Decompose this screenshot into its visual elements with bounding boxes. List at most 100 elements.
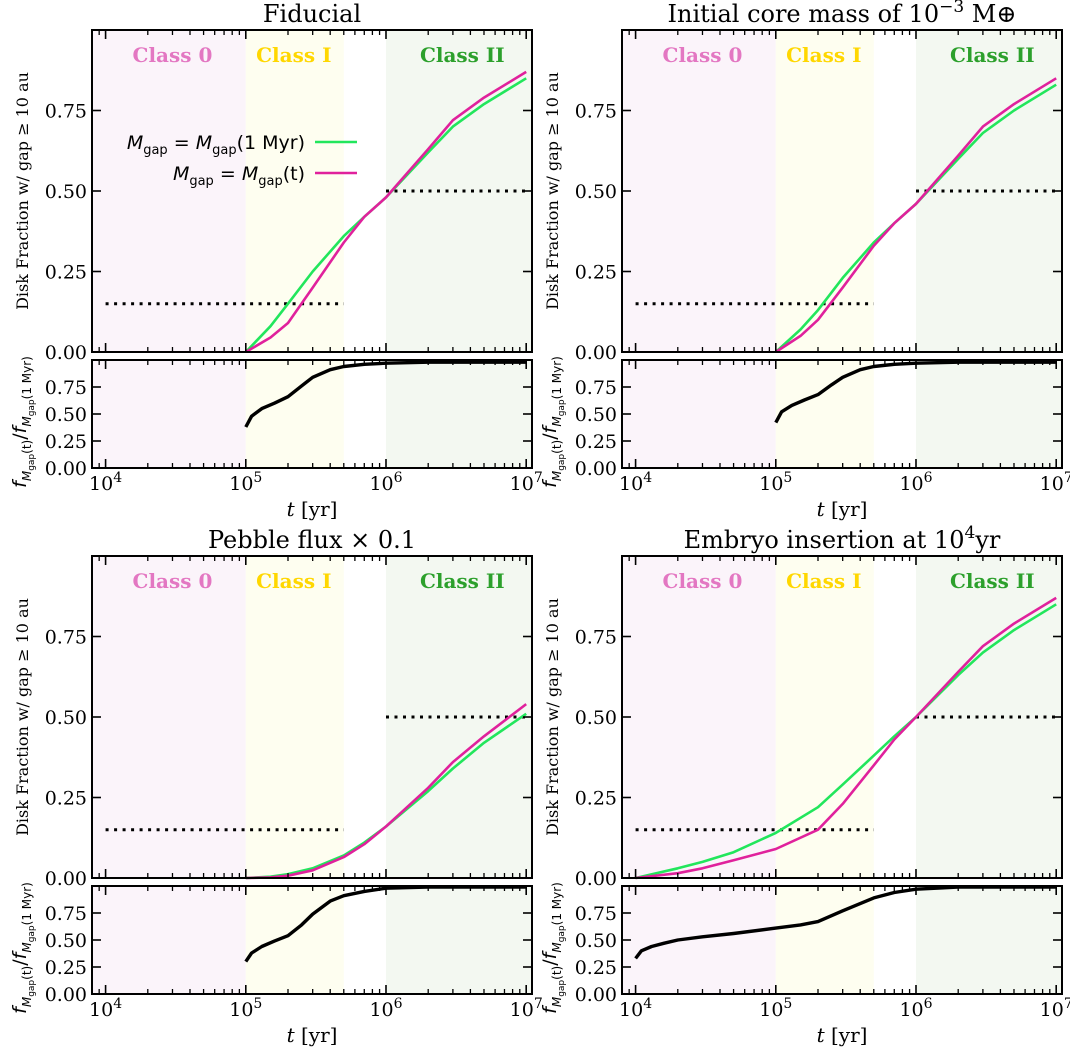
x-tick-label: 107 bbox=[510, 470, 543, 495]
chart-panel-1: Class 0 Class I Class II 104 105 106 107 t [yr]… bbox=[9, 0, 543, 521]
chart-panel-3: Class 0 Class I Class II 104 105 106 107 t [yr]… bbox=[9, 526, 543, 1047]
class-label-1: Class I bbox=[786, 569, 861, 593]
y-tick-label: 0.25 bbox=[45, 262, 87, 284]
x-tick-label: 106 bbox=[899, 996, 932, 1021]
x-tick-label: 105 bbox=[229, 470, 262, 495]
y-tick-label: 0.50 bbox=[45, 404, 87, 426]
y-tick-label: 0.25 bbox=[575, 788, 617, 810]
y-tick-label: 0.50 bbox=[45, 181, 87, 203]
y-tick-label: 0.50 bbox=[575, 181, 617, 203]
class-band-0-bottom bbox=[622, 360, 776, 468]
x-axis-label: t [yr] bbox=[287, 1023, 338, 1047]
x-tick-label: 105 bbox=[229, 996, 262, 1021]
y-tick-label: 0.25 bbox=[45, 431, 87, 453]
class-band-1-top bbox=[245, 556, 344, 878]
legend-entry-mgap-1myr: Mgap = Mgap(1 Myr) bbox=[127, 132, 305, 158]
class-label-2: Class II bbox=[420, 569, 505, 593]
class-label-0: Class 0 bbox=[133, 43, 213, 67]
class-band-0-top bbox=[622, 556, 776, 878]
series-line-mgap-t bbox=[245, 70, 527, 354]
y-tick-label: 0.25 bbox=[575, 957, 617, 979]
class-band-0-top bbox=[92, 30, 246, 352]
legend-entry-mgap-t: Mgap = Mgap(t) bbox=[173, 163, 305, 189]
bottom-y-axis-label: fMgap(t)/fMgap(1 Myr) bbox=[539, 882, 567, 1014]
class-band-0-bottom bbox=[622, 886, 776, 994]
x-axis-label: t [yr] bbox=[817, 1023, 868, 1047]
y-tick-label: 0.00 bbox=[575, 984, 617, 1006]
chart-title: Embryo insertion at 104yr bbox=[684, 523, 1001, 554]
series-line-mgap-t bbox=[775, 77, 1057, 354]
y-tick-label: 0.00 bbox=[45, 868, 87, 890]
y-tick-label: 0.50 bbox=[45, 930, 87, 952]
x-tick-label: 105 bbox=[759, 996, 792, 1021]
x-axis-label: t [yr] bbox=[287, 497, 338, 521]
y-tick-label: 0.00 bbox=[575, 458, 617, 480]
class-band-1-bottom bbox=[775, 360, 874, 468]
y-tick-label: 0.00 bbox=[575, 868, 617, 890]
class-band-2-top bbox=[915, 556, 1062, 878]
y-tick-label: 0.25 bbox=[575, 431, 617, 453]
x-tick-label: 106 bbox=[369, 996, 402, 1021]
legend: Mgap = Mgap(1 Myr) Mgap = Mgap(t) bbox=[127, 132, 357, 189]
class-band-1-top bbox=[245, 30, 344, 352]
class-label-0: Class 0 bbox=[133, 569, 213, 593]
bottom-y-axis-label: fMgap(t)/fMgap(1 Myr) bbox=[539, 356, 567, 488]
class-band-1-top bbox=[775, 30, 874, 352]
class-band-0-top bbox=[622, 30, 776, 352]
y-tick-label: 0.50 bbox=[575, 404, 617, 426]
x-tick-label: 104 bbox=[619, 996, 652, 1021]
series-line-mgap-1myr bbox=[635, 603, 1057, 880]
class-band-0-bottom bbox=[92, 360, 246, 468]
bottom-y-axis-label: fMgap(t)/fMgap(1 Myr) bbox=[9, 356, 37, 488]
x-tick-label: 104 bbox=[619, 470, 652, 495]
y-tick-label: 0.00 bbox=[575, 342, 617, 364]
chart-title: Pebble flux × 0.1 bbox=[208, 526, 416, 554]
series-line-mgap-t bbox=[635, 596, 1057, 880]
y-tick-label: 0.50 bbox=[575, 930, 617, 952]
x-tick-label: 104 bbox=[89, 996, 122, 1021]
series-line-mgap-t bbox=[245, 703, 527, 880]
x-tick-label: 107 bbox=[1040, 470, 1070, 495]
y-tick-label: 0.00 bbox=[45, 458, 87, 480]
y-tick-label: 0.50 bbox=[575, 707, 617, 729]
class-band-2-top bbox=[915, 30, 1062, 352]
chart-panel-4: Class 0 Class I Class II 104 105 106 107 t [yr]… bbox=[539, 523, 1070, 1047]
y-tick-label: 0.25 bbox=[45, 957, 87, 979]
y-tick-label: 0.75 bbox=[45, 101, 87, 123]
x-tick-label: 106 bbox=[369, 470, 402, 495]
class-label-0: Class 0 bbox=[663, 43, 743, 67]
class-label-0: Class 0 bbox=[663, 569, 743, 593]
top-y-axis-label: Disk Fraction w/ gap ≥ 10 au bbox=[13, 72, 32, 310]
x-tick-label: 104 bbox=[89, 470, 122, 495]
ratio-line bbox=[634, 885, 1057, 960]
y-tick-label: 0.00 bbox=[45, 342, 87, 364]
y-tick-label: 0.75 bbox=[575, 377, 617, 399]
class-label-2: Class II bbox=[950, 569, 1035, 593]
class-label-1: Class I bbox=[786, 43, 861, 67]
class-band-1-bottom bbox=[245, 360, 344, 468]
class-band-0-bottom bbox=[92, 886, 246, 994]
y-tick-label: 0.25 bbox=[575, 262, 617, 284]
class-band-0-top bbox=[92, 556, 246, 878]
y-tick-label: 0.75 bbox=[575, 903, 617, 925]
class-label-2: Class II bbox=[420, 43, 505, 67]
class-band-2-bottom bbox=[385, 360, 532, 468]
x-tick-label: 107 bbox=[510, 996, 543, 1021]
top-y-axis-label: Disk Fraction w/ gap ≥ 10 au bbox=[13, 598, 32, 836]
x-tick-label: 106 bbox=[899, 470, 932, 495]
x-axis-label: t [yr] bbox=[817, 497, 868, 521]
chart-title: Initial core mass of 10−3 M⊕ bbox=[668, 0, 1017, 28]
class-band-2-bottom bbox=[385, 886, 532, 994]
y-tick-label: 0.25 bbox=[45, 788, 87, 810]
x-tick-label: 107 bbox=[1040, 996, 1070, 1021]
x-tick-label: 105 bbox=[759, 470, 792, 495]
y-tick-label: 0.75 bbox=[575, 101, 617, 123]
class-band-2-top bbox=[385, 30, 532, 352]
y-tick-label: 0.00 bbox=[45, 984, 87, 1006]
chart-panel-2: Class 0 Class I Class II 104 105 106 107 t [yr]… bbox=[539, 0, 1070, 521]
class-label-2: Class II bbox=[950, 43, 1035, 67]
y-tick-label: 0.75 bbox=[45, 627, 87, 649]
y-tick-label: 0.50 bbox=[45, 707, 87, 729]
y-tick-label: 0.75 bbox=[45, 377, 87, 399]
